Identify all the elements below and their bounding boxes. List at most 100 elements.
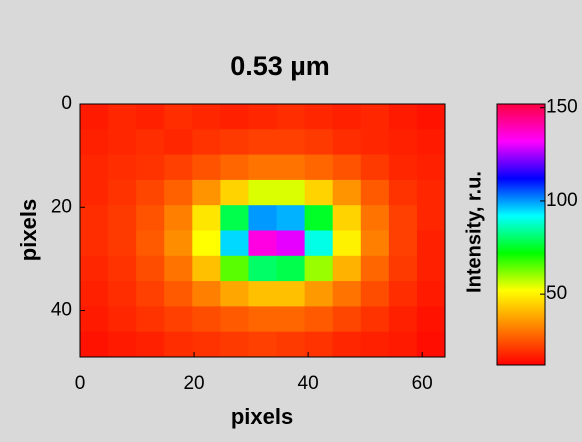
heatmap-cell: [80, 205, 109, 231]
heatmap-cell: [332, 331, 362, 358]
heatmap-cell: [164, 104, 193, 130]
colorbar: [496, 103, 546, 366]
heatmap-cell: [304, 306, 334, 333]
heatmap-cell: [108, 179, 137, 206]
heatmap-cell: [164, 281, 193, 307]
plot-frame: [79, 103, 446, 358]
heatmap-cell: [136, 129, 165, 156]
heatmap-cell: [136, 255, 165, 282]
heatmap-cell: [332, 179, 362, 206]
heatmap-cell: [304, 154, 334, 181]
heatmap-cell: [248, 306, 278, 333]
heatmap-cell: [248, 179, 278, 206]
heatmap-cell: [360, 230, 390, 257]
heatmap-cell: [192, 129, 221, 156]
x-tick-label: 40: [298, 373, 319, 394]
heatmap-cell: [388, 230, 418, 257]
heatmap-cell: [332, 129, 362, 156]
heatmap-cell: [360, 129, 390, 156]
heatmap-cell: [108, 281, 137, 307]
heatmap-cell: [304, 255, 334, 282]
heatmap-cell: [388, 281, 418, 307]
heatmap-cell: [136, 104, 165, 130]
heatmap-cell: [388, 331, 418, 358]
heatmap-cell: [164, 306, 193, 333]
colorbar-tick-label: 150: [546, 97, 578, 118]
heatmap-cell: [416, 255, 446, 282]
heatmap-cell: [332, 230, 362, 257]
heatmap-cell: [220, 154, 249, 181]
heatmap-cell: [416, 281, 446, 307]
heatmap-cell: [220, 205, 249, 231]
heatmap-cell: [276, 306, 306, 333]
heatmap-cell: [220, 281, 249, 307]
heatmap-cell: [192, 104, 221, 130]
heatmap-cell: [108, 129, 137, 156]
heatmap-cell: [416, 331, 446, 358]
heatmap-cell: [332, 104, 362, 130]
heatmap-cell: [108, 255, 137, 282]
heatmap-cell: [108, 230, 137, 257]
heatmap-cell: [248, 281, 278, 307]
heatmap-cell: [276, 281, 306, 307]
heatmap-cell: [304, 230, 334, 257]
heatmap-cell: [136, 306, 165, 333]
heatmap-cell: [276, 104, 306, 130]
heatmap-cell: [388, 306, 418, 333]
heatmap-cell: [164, 230, 193, 257]
heatmap-cell: [136, 230, 165, 257]
heatmap-cell: [192, 281, 221, 307]
heatmap-cell: [220, 179, 249, 206]
heatmap-cell: [388, 129, 418, 156]
heatmap-cell: [416, 205, 446, 231]
heatmap-cell: [80, 154, 109, 181]
heatmap-cell: [220, 104, 249, 130]
heatmap-cell: [332, 281, 362, 307]
heatmap-cell: [388, 255, 418, 282]
heatmap-cell: [80, 331, 109, 358]
y-tick-label: 40: [51, 300, 72, 321]
heatmap-cell: [416, 104, 446, 130]
heatmap-cell: [80, 129, 109, 156]
heatmap-cell: [416, 129, 446, 156]
heatmap-cell: [136, 205, 165, 231]
chart-title: 0.53 µm: [230, 51, 330, 81]
heatmap-cell: [108, 331, 137, 358]
x-axis-label: pixels: [231, 404, 293, 429]
heatmap-cell: [136, 331, 165, 358]
heatmap-cell: [164, 154, 193, 181]
heatmap-cell: [360, 154, 390, 181]
heatmap-cell: [416, 154, 446, 181]
heatmap-cell: [276, 179, 306, 206]
heatmap-cell: [220, 331, 249, 358]
heatmap-cell: [304, 179, 334, 206]
heatmap-cell: [108, 205, 137, 231]
heatmap-cell: [276, 255, 306, 282]
y-tick-label: 0: [61, 93, 72, 114]
colorbar-tick-label: 50: [546, 283, 567, 304]
heatmap-cell: [80, 230, 109, 257]
y-axis-label: pixels: [16, 199, 41, 261]
heatmap-cell: [248, 255, 278, 282]
heatmap-cell: [276, 154, 306, 181]
heatmap-cell: [360, 179, 390, 206]
heatmap-cell: [192, 179, 221, 206]
heatmap-cell: [416, 306, 446, 333]
heatmap-cell: [108, 306, 137, 333]
heatmap-cell: [164, 205, 193, 231]
heatmap-cell: [164, 179, 193, 206]
heatmap-cell: [304, 205, 334, 231]
heatmap-cell: [416, 230, 446, 257]
x-tick-label: 0: [75, 373, 86, 394]
heatmap-cell: [164, 129, 193, 156]
heatmap-cell: [192, 331, 221, 358]
heatmap-cell: [304, 331, 334, 358]
heatmap-cell: [80, 179, 109, 206]
heatmap-cell: [192, 230, 221, 257]
heatmap-cell: [388, 179, 418, 206]
heatmap-cell: [304, 129, 334, 156]
heatmap-cell: [164, 255, 193, 282]
heatmap-cell: [248, 230, 278, 257]
heatmap-cell: [388, 104, 418, 130]
